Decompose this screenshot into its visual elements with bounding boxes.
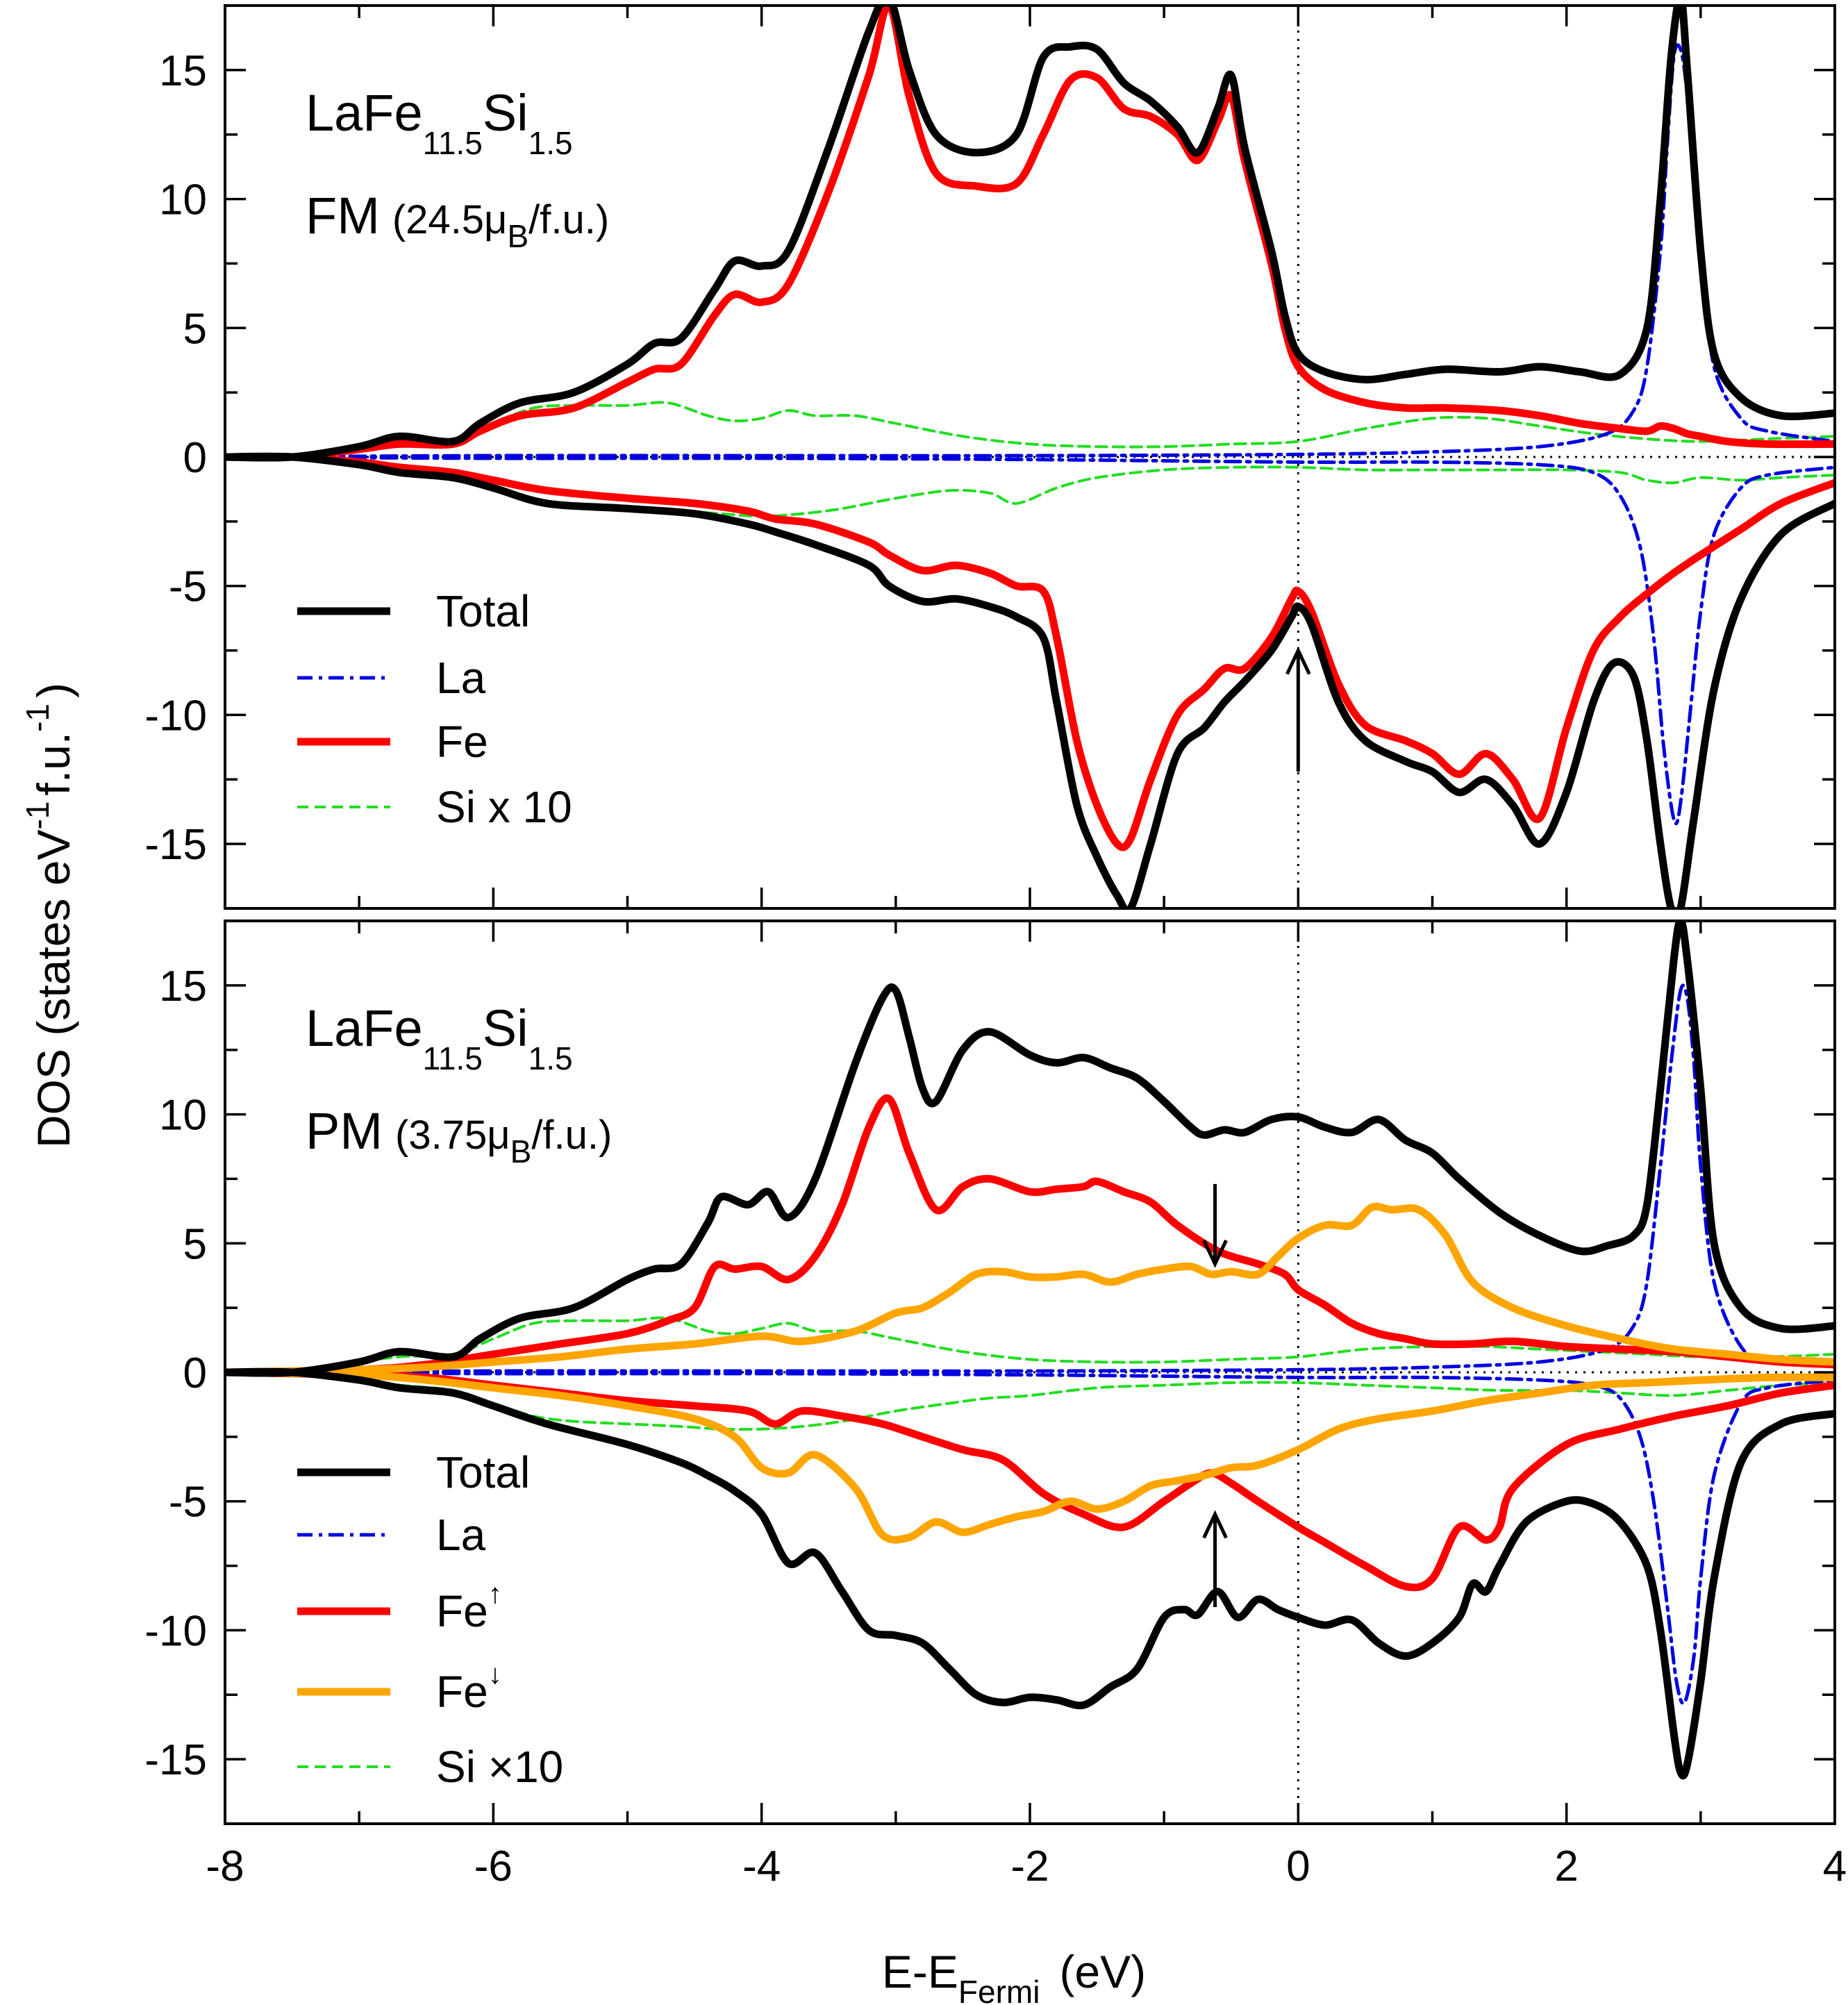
- y-axis-title-c: ): [28, 683, 79, 698]
- y-tick-label-top: -10: [144, 692, 207, 740]
- compound-sub1-top: 11.5: [423, 125, 483, 161]
- x-tick-label: 4: [1823, 1842, 1847, 1890]
- legend-label-si-top: Si x 10: [436, 782, 572, 832]
- arrow-down-bottom-0: [1202, 1183, 1228, 1268]
- state-top: FM: [306, 187, 380, 244]
- x-tick-label: -2: [1010, 1842, 1049, 1890]
- legend-label-fe-up-bottom: Fe↑: [436, 1579, 502, 1636]
- y-tick-label-bottom: 5: [183, 1220, 207, 1268]
- y-tick-label-bottom: -5: [169, 1479, 207, 1526]
- y-tick-label-top: 0: [183, 434, 207, 482]
- compound-sub2-bottom: 1.5: [528, 1040, 573, 1076]
- y-axis-title: DOS (states eV-1f.u.-1): [19, 683, 79, 1148]
- series-la-spin-down-bottom: [225, 1370, 1835, 1706]
- compound-mid-top: Si: [483, 84, 528, 142]
- y-tick-label-top: 15: [159, 47, 207, 95]
- arrow-up-bottom-1: [1202, 1510, 1228, 1607]
- moment-close-bottom: /f.u.): [531, 1113, 612, 1158]
- y-tick-label-top: -5: [169, 563, 207, 611]
- series-total-spin-up-bottom: [225, 921, 1835, 1377]
- x-tick-label: -6: [474, 1842, 513, 1890]
- legend-label-si-bottom: Si ×10: [436, 1742, 563, 1792]
- x-axis-title-unit: (eV): [1059, 1946, 1146, 1997]
- moment-open-bottom: (3.75μ: [395, 1113, 510, 1158]
- x-tick-label: 0: [1286, 1842, 1310, 1890]
- y-axis-title-sup1: -1: [19, 801, 56, 830]
- series-fe-spin-down-bottom: [225, 1368, 1835, 1544]
- series-fe-spin-up-bottom: [225, 1202, 1835, 1376]
- moment-close-top: /f.u.): [528, 197, 609, 242]
- compound-mid-bottom: Si: [483, 999, 528, 1057]
- series-fe-spin-up-bottom: [225, 1094, 1835, 1376]
- y-tick-label-top: 5: [183, 305, 207, 353]
- series-la-spin-down-top: [225, 455, 1835, 826]
- frame-bottom: 15 10 5 0 -5 -10 -15: [144, 920, 1836, 1825]
- x-tick-label: 2: [1554, 1842, 1578, 1890]
- x-tick-label: -8: [206, 1842, 244, 1890]
- legend-label-total-bottom: Total: [436, 1447, 530, 1497]
- state-bottom: PM: [306, 1102, 383, 1160]
- y-axis-title-b: f.u.: [28, 732, 79, 796]
- y-tick-label-top: -15: [144, 821, 207, 869]
- y-tick-label-top: 10: [159, 176, 207, 224]
- x-axis-title: E-EFermi (eV): [882, 1946, 1146, 2005]
- legend-fe-up-arrow: ↑: [488, 1579, 502, 1609]
- series-fe-spin-down-top: [225, 452, 1835, 851]
- y-axis-title-a: DOS (states eV: [28, 830, 79, 1149]
- series-la-spin-up-bottom: [225, 983, 1835, 1374]
- series-total-spin-down-top: [225, 452, 1835, 908]
- y-axis-title-sup2: -1: [19, 704, 56, 732]
- legend-fe-down-text: Fe: [436, 1667, 488, 1717]
- compound-main-bottom: LaFe: [306, 999, 423, 1057]
- series-fe-spin-down-bottom: [225, 1368, 1835, 1592]
- x-axis-title-sub: Fermi: [958, 1974, 1040, 2005]
- legend-label-fe-down-bottom: Fe↓: [436, 1659, 502, 1717]
- compound-sub2-top: 1.5: [528, 125, 573, 161]
- compound-label-bottom: LaFe11.5Si1.5: [306, 999, 573, 1076]
- y-tick-label-bottom: 0: [183, 1349, 207, 1397]
- series-total-spin-up-top: [225, 6, 1835, 462]
- plot-area-bottom: [225, 921, 1835, 1824]
- legend-label-la-top: La: [436, 653, 486, 703]
- arrow-up-top-0: [1285, 646, 1311, 772]
- frame-top: 15 10 5 0 -5 -10 -15: [144, 4, 1836, 910]
- y-tick-label-bottom: 10: [159, 1092, 207, 1140]
- series-total-spin-down-bottom: [225, 1367, 1835, 1780]
- y-tick-label-bottom: -15: [144, 1736, 207, 1784]
- x-tick-labels: -8 -6 -4 -2 0 2 4: [206, 1842, 1847, 1890]
- state-label-bottom: PM (3.75μB/f.u.): [306, 1102, 612, 1170]
- series-si-10-spin-up-bottom: [225, 1316, 1835, 1375]
- compound-sub1-bottom: 11.5: [423, 1040, 483, 1076]
- legend-top: Total La Fe Si x 10: [297, 586, 572, 832]
- moment-sub-top: B: [507, 218, 528, 254]
- x-tick-label: -4: [742, 1842, 781, 1890]
- legend-label-la-bottom: La: [436, 1510, 486, 1560]
- moment-open-top: (24.5μ: [392, 197, 508, 242]
- series-fe-spin-up-top: [225, 6, 1835, 462]
- compound-label-top: LaFe11.5Si1.5: [306, 84, 573, 161]
- legend-fe-up-text: Fe: [436, 1586, 488, 1636]
- y-tick-label-bottom: 15: [159, 963, 207, 1010]
- legend-bottom: Total La Fe↑ Fe↓ Si ×10: [297, 1447, 563, 1792]
- moment-sub-bottom: B: [510, 1133, 532, 1170]
- plot-area-top: [225, 6, 1835, 908]
- y-tick-label-bottom: -10: [144, 1607, 207, 1655]
- state-label-top: FM (24.5μB/f.u.): [306, 187, 609, 254]
- legend-label-total-top: Total: [436, 586, 530, 636]
- legend-label-fe-top: Fe: [436, 717, 488, 767]
- curves-top: [225, 6, 1835, 908]
- compound-main-top: LaFe: [306, 84, 423, 142]
- legend-fe-down-arrow: ↓: [488, 1659, 502, 1690]
- curves-bottom: [225, 921, 1835, 1824]
- x-axis-title-main: E-E: [882, 1946, 958, 1997]
